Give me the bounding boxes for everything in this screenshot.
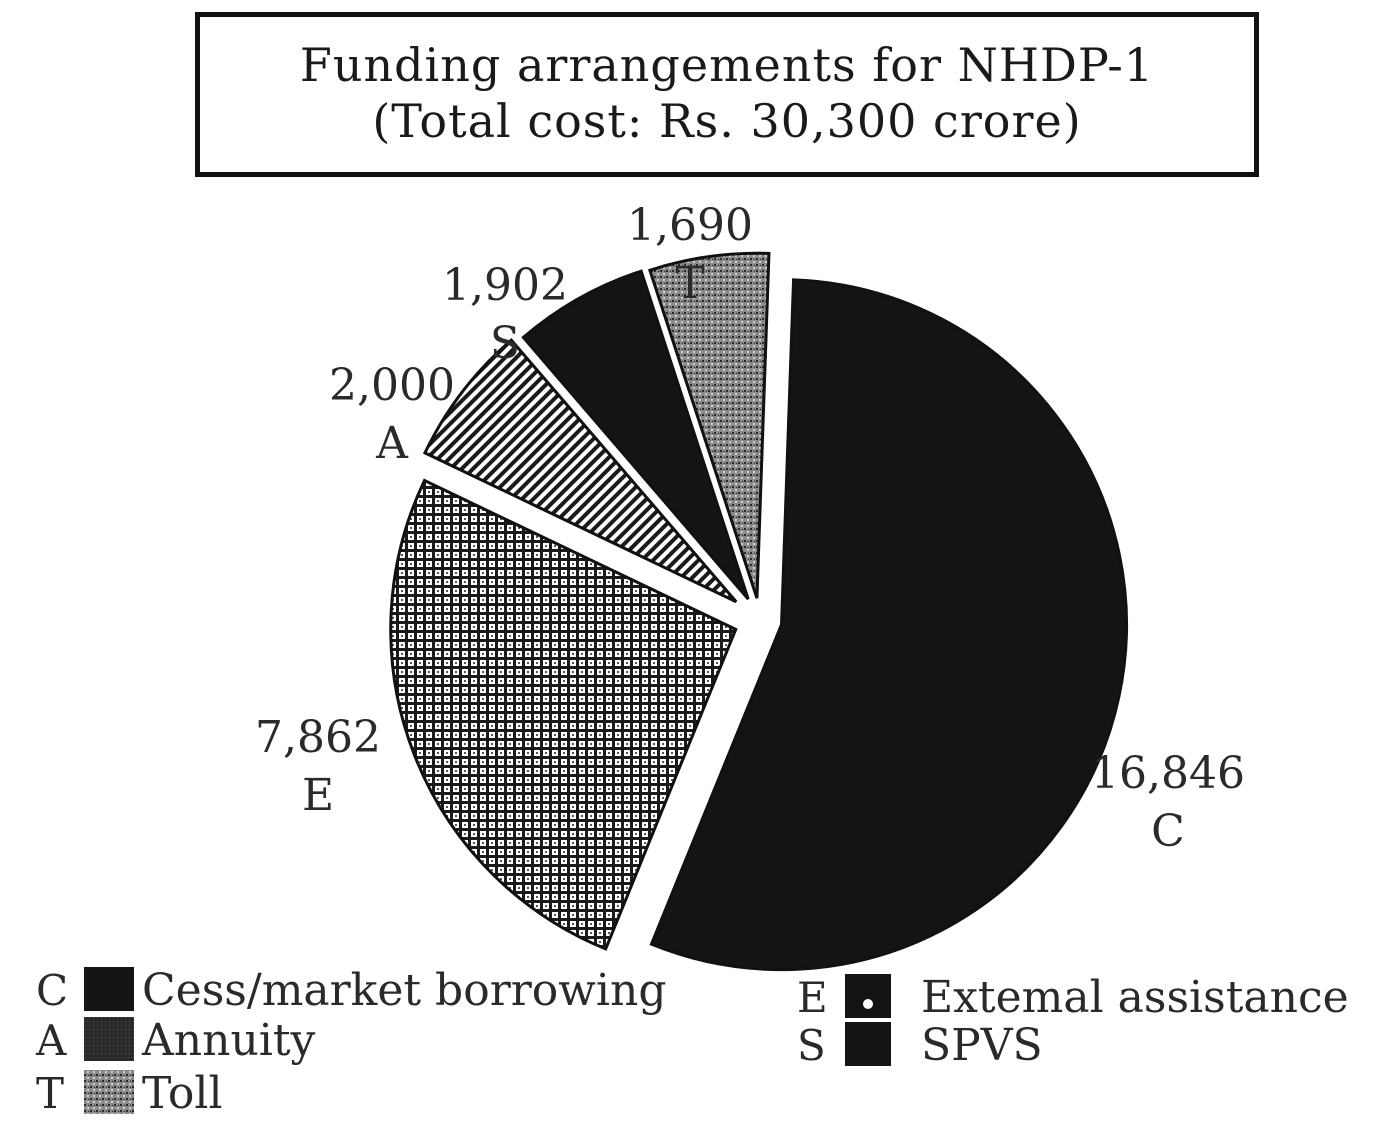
- pie-slice-s: [521, 269, 750, 601]
- pie-slice-labels: 16,846 C 7,862 E 2,000 A 1,902 S 1,690 T: [255, 200, 1245, 857]
- legend-key: A: [35, 1016, 67, 1065]
- legend-label: SPVS: [921, 1020, 1043, 1071]
- legend-key: C: [36, 966, 68, 1015]
- slice-value-label-c: 16,846: [1091, 748, 1245, 799]
- slice-value-label-e: 7,862: [255, 712, 381, 763]
- legend-item-a: A Annuity: [35, 1015, 316, 1066]
- slice-key-label-e: E: [302, 770, 334, 821]
- legend-key: E: [797, 973, 828, 1022]
- legend-label: Annuity: [141, 1015, 316, 1066]
- slice-value-label-t: 1,690: [627, 200, 753, 251]
- legend-swatch: [84, 967, 134, 1011]
- legend-label: Extemal assistance: [921, 972, 1349, 1023]
- slice-value-label-s: 1,902: [442, 260, 568, 311]
- legend-key: S: [797, 1021, 826, 1070]
- legend-swatch-dot: [863, 999, 873, 1009]
- slice-key-label-a: A: [375, 418, 409, 469]
- slice-key-label-s: S: [490, 318, 520, 369]
- chart-subtitle: (Total cost: Rs. 30,300 crore): [372, 94, 1082, 148]
- pie-slice-e: [389, 478, 738, 951]
- chart-title: Funding arrangements for NHDP-1: [299, 38, 1155, 92]
- legend-swatch: [84, 1070, 134, 1114]
- legend-item-s: S SPVS: [797, 1020, 1043, 1071]
- legend-item-c: C Cess/market borrowing: [36, 965, 667, 1016]
- legend-swatch: [845, 1022, 891, 1066]
- slice-key-label-c: C: [1151, 806, 1185, 857]
- legend-item-t: T Toll: [36, 1068, 223, 1119]
- pie-slices: [389, 251, 1128, 972]
- slice-key-label-t: T: [675, 258, 704, 309]
- pie-slice-t: [647, 251, 771, 599]
- legend: C Cess/market borrowing A Annuity T Toll E Exte…: [35, 965, 1349, 1119]
- legend-swatch: [845, 974, 891, 1018]
- slice-value-label-a: 2,000: [329, 360, 455, 411]
- chart-title-box: Funding arrangements for NHDP-1 (Total c…: [195, 12, 1259, 177]
- legend-label: Toll: [142, 1068, 223, 1119]
- legend-swatch: [84, 1017, 134, 1061]
- legend-key: T: [36, 1069, 64, 1118]
- pie-slice-c: [649, 278, 1128, 972]
- legend-label: Cess/market borrowing: [142, 965, 667, 1016]
- pie-slice-a: [422, 338, 738, 604]
- legend-item-e: E Extemal assistance: [797, 972, 1349, 1023]
